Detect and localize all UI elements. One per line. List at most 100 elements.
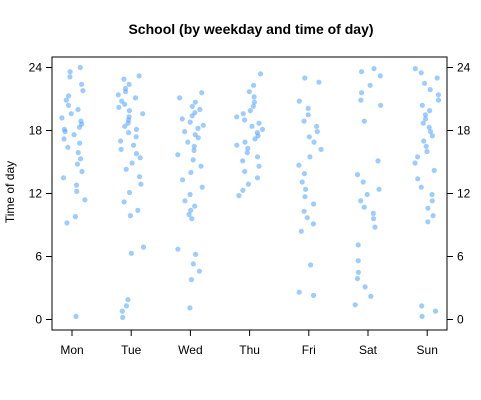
- data-point: [371, 66, 376, 71]
- data-point: [67, 74, 72, 79]
- data-point: [193, 100, 198, 105]
- data-point: [74, 183, 79, 188]
- data-point: [436, 98, 441, 103]
- data-point: [79, 169, 84, 174]
- data-point: [62, 127, 67, 132]
- data-point: [353, 302, 358, 307]
- data-point: [180, 116, 185, 121]
- data-point: [182, 129, 187, 134]
- data-point: [358, 98, 363, 103]
- data-point: [359, 90, 364, 95]
- data-point: [362, 119, 367, 124]
- data-point: [122, 199, 127, 204]
- data-point: [311, 293, 316, 298]
- data-point: [355, 276, 360, 281]
- data-point: [188, 208, 193, 213]
- data-point: [116, 92, 121, 97]
- x-tick-label: Sun: [417, 343, 438, 357]
- data-point: [82, 197, 87, 202]
- data-point: [198, 164, 203, 169]
- data-point: [72, 132, 77, 137]
- data-point: [129, 251, 134, 256]
- y-tick-label-right: 6: [457, 250, 464, 264]
- data-point: [302, 194, 307, 199]
- data-point: [423, 112, 428, 117]
- data-point: [318, 147, 323, 152]
- data-point: [430, 198, 435, 203]
- data-point: [371, 216, 376, 221]
- data-point: [141, 245, 146, 250]
- data-point: [138, 155, 143, 160]
- data-point: [64, 220, 69, 225]
- data-point: [121, 77, 126, 82]
- data-point: [419, 70, 424, 75]
- data-point: [431, 213, 436, 218]
- data-point: [201, 123, 206, 128]
- data-point: [77, 141, 82, 146]
- data-point: [378, 103, 383, 108]
- data-point: [420, 103, 425, 108]
- data-point: [303, 187, 308, 192]
- data-point: [361, 179, 366, 184]
- data-point: [297, 99, 302, 104]
- data-point: [249, 124, 254, 129]
- data-point: [185, 140, 190, 145]
- data-point: [135, 208, 140, 213]
- data-point: [195, 126, 200, 131]
- data-point: [375, 158, 380, 163]
- data-point: [368, 294, 373, 299]
- data-point: [73, 314, 78, 319]
- data-point: [128, 213, 133, 218]
- data-point: [191, 157, 196, 162]
- data-point: [432, 168, 437, 173]
- x-tick-label: Wed: [178, 343, 202, 357]
- data-point: [355, 172, 360, 177]
- data-point: [192, 110, 197, 115]
- y-tick-label-left: 6: [35, 250, 42, 264]
- data-point: [419, 303, 424, 308]
- data-point: [251, 83, 256, 88]
- axis-ticks: 0 0 6 6 12 12 18 18 24 24 Mon Tue Wed Thu Fri Sat Sun: [29, 61, 471, 358]
- data-point: [356, 258, 361, 263]
- data-point: [123, 86, 128, 91]
- data-point: [302, 75, 307, 80]
- data-point: [199, 90, 204, 95]
- data-point: [134, 127, 139, 132]
- data-point: [252, 100, 257, 105]
- x-tick-label: Mon: [60, 343, 83, 357]
- data-point: [296, 163, 301, 168]
- data-point: [378, 73, 383, 78]
- data-point: [74, 189, 79, 194]
- data-point: [75, 107, 80, 112]
- data-point: [356, 270, 361, 275]
- data-point: [427, 108, 432, 113]
- data-point: [127, 190, 132, 195]
- data-point: [424, 144, 429, 149]
- data-point: [311, 140, 316, 145]
- y-tick-label-right: 18: [457, 124, 471, 138]
- data-point: [126, 130, 131, 135]
- data-point: [433, 309, 438, 314]
- y-tick-label-left: 24: [29, 61, 43, 75]
- y-tick-label-right: 24: [457, 61, 471, 75]
- data-point: [192, 204, 197, 209]
- data-point: [69, 111, 74, 116]
- data-point: [76, 150, 81, 155]
- data-point: [302, 119, 307, 124]
- data-point: [61, 175, 66, 180]
- data-point: [131, 143, 136, 148]
- data-point: [421, 138, 426, 143]
- data-point: [124, 303, 129, 308]
- plot-frame: [52, 57, 447, 330]
- data-point: [255, 154, 260, 159]
- data-point: [189, 277, 194, 282]
- data-point: [428, 87, 433, 92]
- x-tick-label: Fri: [302, 343, 316, 357]
- data-point: [138, 182, 143, 187]
- data-point: [422, 81, 427, 86]
- y-tick-label-left: 18: [29, 124, 43, 138]
- data-point: [427, 125, 432, 130]
- data-point: [415, 154, 420, 159]
- data-point: [412, 160, 417, 165]
- data-point: [359, 69, 364, 74]
